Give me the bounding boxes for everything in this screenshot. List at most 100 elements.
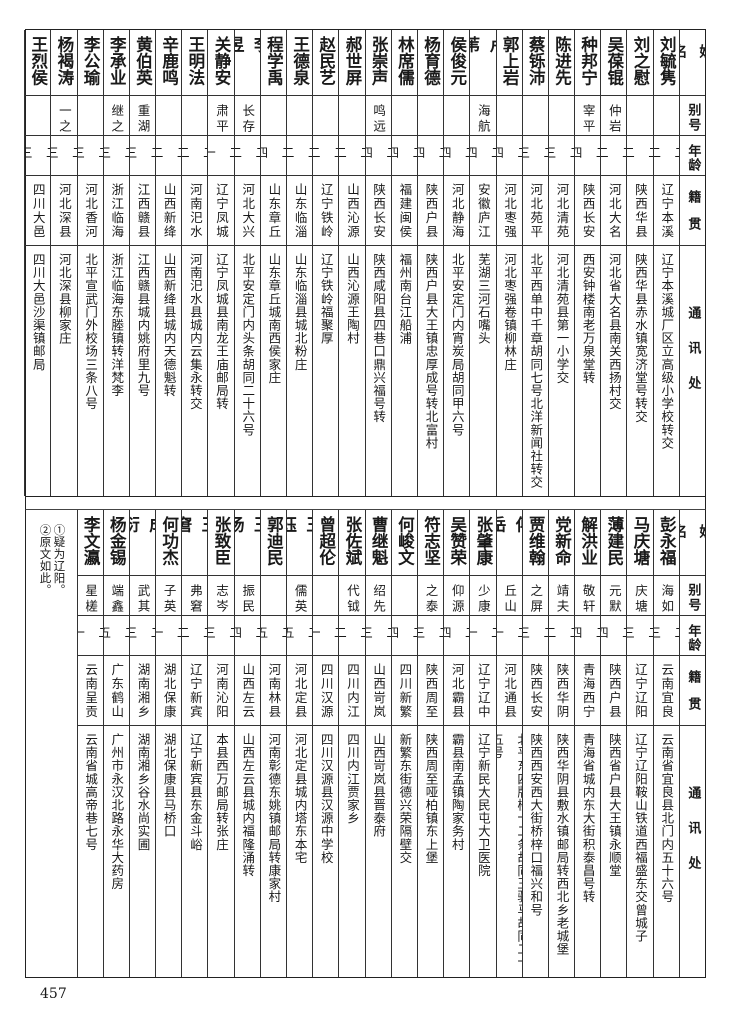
record-name: 张致臣 [208,510,234,576]
record-address: 河北深县柳家庄 [56,253,72,345]
record-name: 李昱 [234,30,260,96]
record-native: 山东章丘 [260,176,286,246]
record-age: 二五 [260,616,286,656]
record-column: 王德泉二二山东临淄山东临淄县城北粉庄 [286,30,313,496]
record-native: 河北香河 [77,176,103,246]
record-name: 曾超伦 [313,510,339,576]
record-alias [313,96,339,136]
record-native: 陕西户县 [417,176,444,246]
record-column: 李文瀛星槎二一云南呈贡云南省城高帝巷七号 [76,510,103,977]
record-native: 陕西户县 [601,656,627,726]
record-name: 李文瀛 [77,510,103,576]
record-age: 二二 [653,136,679,176]
record-address: 山西沁源王陶村 [344,253,360,345]
record-column: 傅岳丘山二一河北通县北平东四牌楼十二条胡同王驸马胡同二十五号 [495,510,522,977]
record-name: 贾维翰 [522,510,548,576]
record-age: 二二 [156,136,182,176]
record-native: 河北定县 [287,656,313,726]
record-column: 王汤振民二四山西左云山西左云县城内福隆涌转 [233,510,260,977]
record-alias [444,96,470,136]
record-column: 侯俊元二四河北静海北平安定门内宵炭局胡同甲六号 [443,30,470,496]
record-native: 陕西长安 [365,176,391,246]
record-column: 杨育德二四陕西户县陕西户县大王镇忠厚成号转北富村 [416,30,444,496]
record-column: 赵民艺二二辽宁铁岭辽宁铁岭福聚厚 [312,30,339,496]
record-column: 王烈侯二三四川大邑四川大邑沙渠镇邮局 [24,30,51,496]
record-name: 杨褐涛 [51,30,77,96]
record-alias: 鸣远 [365,96,391,136]
record-column: 吴葆锟仲岩二二河北大名河北省大名县南关西扬村交 [600,30,627,496]
record-address: 四川汉源县汉源中学校 [318,733,334,864]
record-column: 程学禹二四山东章丘山东章丘城南西侯家庄 [259,30,286,496]
record-alias: 继之 [103,96,129,136]
record-native: 湖南湘乡 [129,656,156,726]
record-address: 河北清苑县第一小学交 [554,253,570,384]
header-alias: 别号 [679,96,705,136]
record-column: 郭上岩二四河北枣强河北枣强卷镇柳林庄 [495,30,522,496]
record-address: 陕西西安西大街桥梓口福兴和号 [528,733,544,917]
record-name: 张肇康 [470,510,496,576]
record-column: 何功杰子英二一湖北保康湖北保康县马桥口 [155,510,182,977]
record-column: 何峻文二四四川新繁新繁东街德兴荣隔壁交 [390,510,417,977]
record-column: 郭迪民二五河南林县河南彰德东姚镇邮局转康家村 [259,510,286,977]
record-alias [417,96,444,136]
table-divider [25,497,706,510]
record-age: 二四 [496,136,522,176]
record-address: 北平宣武门外校场三条八号 [83,253,99,411]
record-name: 张崇声 [365,30,391,96]
record-age: 二二 [339,616,365,656]
record-alias: 武其 [129,576,156,616]
record-age: 二四 [470,136,496,176]
record-age: 二四 [365,136,391,176]
record-name: 党新命 [548,510,575,576]
record-address: 青海省城内东大街积泰昌号转 [580,733,596,904]
record-address: 北平安定门内宵炭局胡同甲六号 [449,253,465,437]
record-age: 二四 [234,616,260,656]
header-name: 姓名 [679,30,705,96]
record-native: 山西沁源 [339,176,365,246]
record-name: 傅岳 [496,510,522,576]
record-native: 江西赣县 [129,176,156,246]
record-column: 马庆塘庆塘二三辽宁辽阳辽宁辽阳鞍山铁道西福盛东交曾城子 [626,510,653,977]
record-name: 何功杰 [156,510,182,576]
record-column: 曹继魁绍先二三山西岢岚山西岢岚县晋泰府 [364,510,391,977]
record-age: 二四 [391,616,417,656]
record-native: 河北大名 [601,176,627,246]
record-column: 党新命靖夫二二陕西华阴陕西华阴县敷水镇邮局转西北乡老城堡 [547,510,575,977]
record-alias: 敬轩 [575,576,601,616]
record-age: 二一 [77,616,103,656]
record-column: 吴赞荣仰源二四河北霸县霸县南孟镇陶家务村 [443,510,470,977]
record-address: 山西新绛县城内天德魁转 [161,253,177,398]
record-name: 蔡铄沛 [522,30,548,96]
record-age: 二三 [365,616,391,656]
record-age: 二一 [156,616,182,656]
record-column: 关静安肃平二一辽宁凤城辽宁凤城县南龙王庙邮局转 [207,30,234,496]
record-address: 芜湖三河石嘴头 [475,253,491,345]
record-age: 二三 [208,616,234,656]
record-address: 河南彰德东姚镇邮局转康家村 [266,733,282,904]
record-native: 福建闽侯 [391,176,417,246]
record-alias: 子英 [156,576,182,616]
record-alias [182,96,208,136]
record-name: 王汤 [234,510,260,576]
record-alias [25,96,51,136]
record-address: 山西岢岚县晋泰府 [371,733,387,838]
record-native: 四川内江 [339,656,365,726]
record-alias [77,96,103,136]
record-native: 四川汉源 [313,656,339,726]
record-address: 陕西咸阳县四巷口鼎兴福号转 [371,253,387,424]
record-column: 王珏儒英二五河北定县河北定县城内塔东本宅 [286,510,313,977]
record-name: 郭迪民 [260,510,286,576]
record-alias: 振民 [234,576,260,616]
record-age: 二二 [313,136,339,176]
record-name: 李承业 [103,30,129,96]
record-native: 湖北保康 [156,656,182,726]
record-native: 陕西长安 [522,656,548,726]
record-alias: 弗窘 [182,576,208,616]
record-alias: 仰源 [444,576,470,616]
record-native: 山西岢岚 [365,656,391,726]
record-alias: 星槎 [77,576,103,616]
record-address: 辽宁凤城县南龙王庙邮局转 [214,253,230,411]
record-name: 辛鹿鸣 [156,30,182,96]
record-address: 广州市永汉北路永华大药房 [109,733,125,891]
record-age: 二二 [339,136,365,176]
